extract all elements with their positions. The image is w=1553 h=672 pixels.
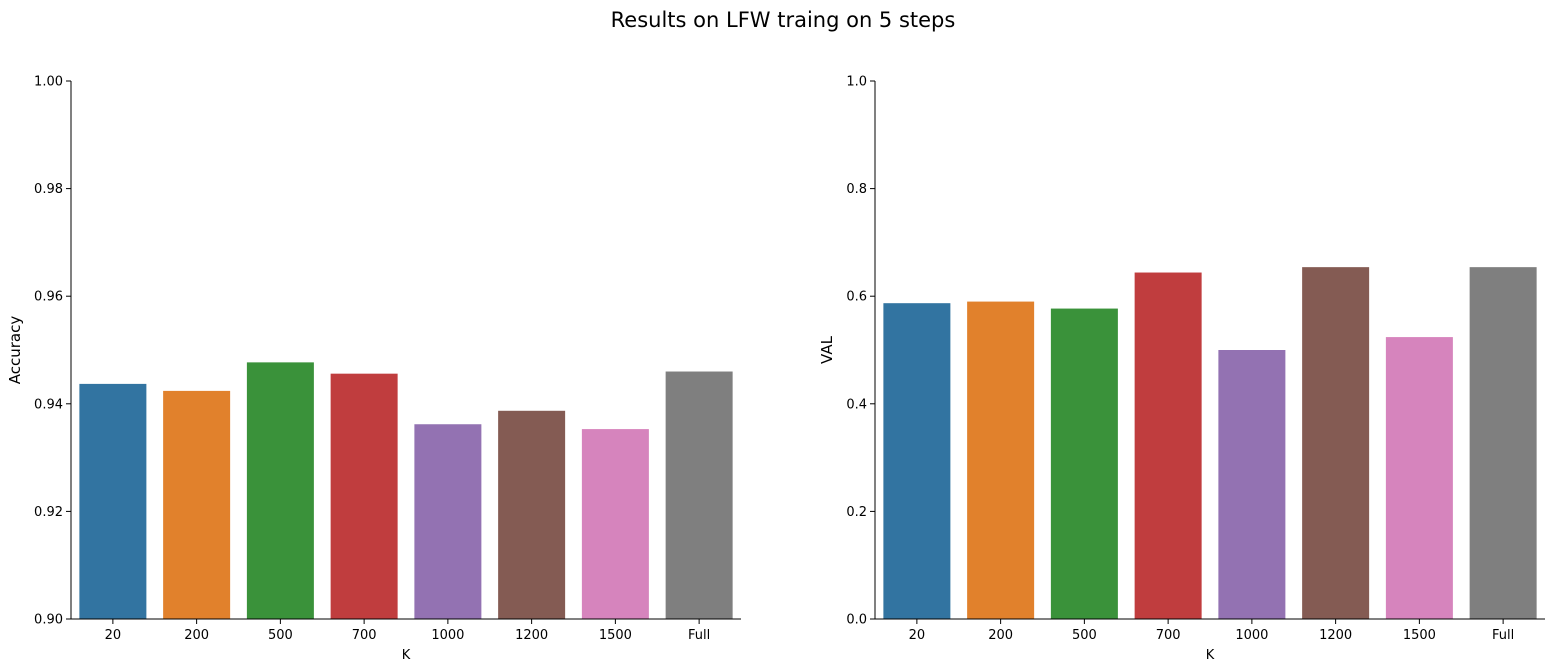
y-tick-label: 0.98 [34, 182, 63, 197]
bar-1200 [1302, 267, 1370, 619]
y-axis-title: VAL [818, 335, 836, 364]
x-tick-label: 1200 [1319, 628, 1352, 643]
bar-200 [967, 301, 1035, 619]
bar-1000 [414, 424, 482, 619]
figure-title: Results on LFW traing on 5 steps [611, 8, 956, 32]
bar-20 [883, 303, 951, 619]
x-tick-label: Full [688, 628, 710, 643]
accuracy-panel: 0.90 0.92 0.94 0.96 0.98 1.00 20 200 500 700 1000 1… [6, 75, 741, 663]
x-tick-label: 1500 [1403, 628, 1436, 643]
x-tick-label: 1000 [1235, 628, 1268, 643]
bar-1500 [1385, 337, 1453, 619]
y-tick-label: 1.0 [846, 75, 867, 90]
y-tick-label: 1.00 [34, 75, 63, 90]
x-axis-title: K [402, 648, 411, 663]
y-tick-label: 0.94 [34, 397, 63, 412]
x-tick-label: Full [1492, 628, 1514, 643]
bar-1200 [498, 410, 566, 619]
x-tick-label: 700 [352, 628, 377, 643]
bar-Full [1469, 267, 1537, 619]
bar-200 [163, 390, 231, 619]
bar-500 [1050, 308, 1118, 619]
x-tick-label: 200 [184, 628, 209, 643]
bar-1000 [1218, 350, 1286, 619]
x-tick-label: 200 [988, 628, 1013, 643]
x-tick-label: 1000 [431, 628, 464, 643]
x-tick-label: 500 [268, 628, 293, 643]
bar-20 [79, 383, 147, 619]
bar-Full [665, 371, 733, 619]
y-tick-label: 0.2 [846, 505, 867, 520]
y-tick-label: 0.0 [846, 613, 867, 628]
bar-1500 [581, 429, 649, 619]
y-tick-label: 0.6 [846, 290, 867, 305]
val-panel: 0.0 0.2 0.4 0.6 0.8 1.0 20 200 500 700 1000 1200 150… [818, 75, 1545, 663]
x-axis-title: K [1206, 648, 1215, 663]
bar-700 [1134, 272, 1202, 619]
x-tick-label: 700 [1156, 628, 1181, 643]
y-tick-label: 0.90 [34, 613, 63, 628]
bar-700 [330, 373, 398, 619]
x-tick-label: 20 [909, 628, 926, 643]
y-tick-label: 0.8 [846, 182, 867, 197]
y-tick-label: 0.4 [846, 397, 867, 412]
x-tick-label: 20 [105, 628, 122, 643]
x-tick-label: 1500 [599, 628, 632, 643]
y-tick-label: 0.92 [34, 505, 63, 520]
x-tick-label: 1200 [515, 628, 548, 643]
y-tick-label: 0.96 [34, 290, 63, 305]
y-axis-title: Accuracy [6, 316, 24, 385]
x-tick-label: 500 [1072, 628, 1097, 643]
bar-500 [246, 362, 314, 619]
